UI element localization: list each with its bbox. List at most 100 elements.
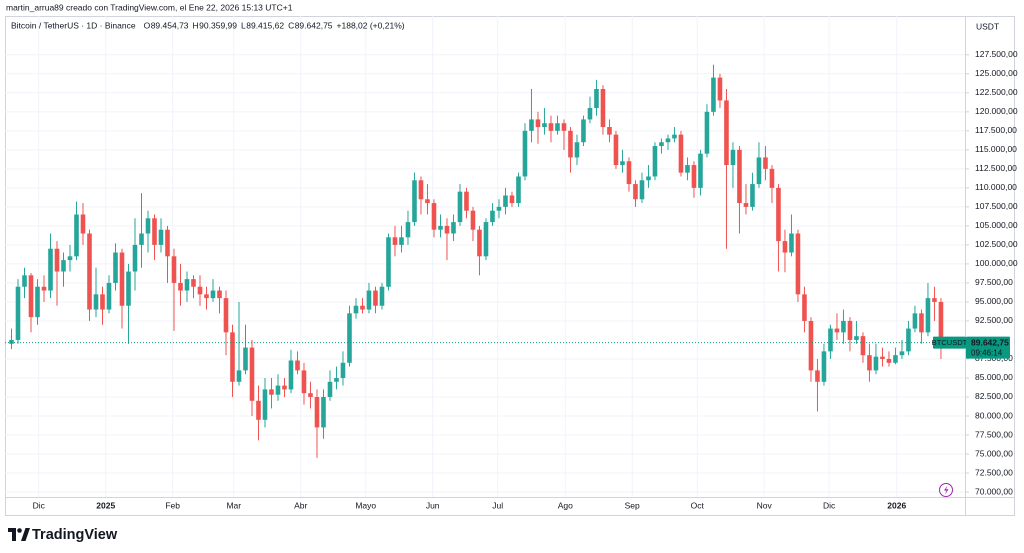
panel-border <box>5 16 1015 516</box>
candle-body <box>418 180 424 200</box>
candle-body <box>93 294 99 310</box>
candle-body <box>600 89 606 128</box>
candle-body <box>425 199 430 204</box>
candle-body <box>100 294 105 310</box>
ohlc-value: 90.359,99 <box>199 20 237 30</box>
y-tick-label: 82.500,00 <box>975 391 1013 401</box>
ohlc-value: 89.415,62 <box>246 20 284 30</box>
legend: Bitcoin / TetherUS · 1D · Binance O 89.454… <box>11 20 405 30</box>
y-tick-label: 100.000,00 <box>975 258 1018 268</box>
candle-body <box>938 301 944 343</box>
y-tick-label: 80.000,00 <box>975 410 1013 420</box>
lightning-button[interactable] <box>939 483 953 497</box>
y-tick-label: 127.500,00 <box>975 49 1018 59</box>
candle-body <box>54 248 60 272</box>
candle-body <box>620 161 625 166</box>
x-tick-label: Oct <box>691 500 705 510</box>
candle-body <box>886 358 892 363</box>
lightning-circle[interactable] <box>939 483 953 497</box>
ohlc-value: 89.454,73 <box>151 20 189 30</box>
candle-body <box>477 229 482 257</box>
y-tick-label: 115.000,00 <box>975 144 1017 154</box>
ohlc-key: H <box>193 20 199 30</box>
change: +188,02 (+0,21%) <box>337 20 405 30</box>
candle-body <box>828 328 833 352</box>
candle-body <box>867 355 872 371</box>
candle-body <box>230 332 235 382</box>
candle-body <box>555 123 560 131</box>
candle-body <box>217 290 222 299</box>
countdown: 09:46:14 <box>971 348 1003 357</box>
candle-body <box>574 142 580 158</box>
candle-body <box>691 165 697 188</box>
candle-body <box>113 252 118 283</box>
candle-body <box>503 195 508 207</box>
candle-body <box>74 214 79 257</box>
candle-body <box>782 241 788 253</box>
candle-body <box>197 286 203 295</box>
candle-body <box>386 237 391 287</box>
candle-body <box>529 119 534 131</box>
candle-body <box>301 370 307 394</box>
candle-body <box>756 157 762 185</box>
candle-body <box>860 336 866 356</box>
ohlc-key: O <box>144 20 151 30</box>
candle-body <box>275 385 281 395</box>
candle-body <box>373 290 378 306</box>
brand-logo[interactable]: TradingView <box>8 527 118 543</box>
x-tick-label: Feb <box>165 500 180 510</box>
x-tick-label: Mayo <box>355 500 376 510</box>
y-tick-label: 77.500,00 <box>975 429 1013 439</box>
logo-slash[interactable] <box>21 528 30 541</box>
candle-body <box>61 260 66 272</box>
ohlc-key: C <box>288 20 294 30</box>
candle-body <box>457 191 463 223</box>
symbol-name: Bitcoin / TetherUS · 1D · Binance <box>11 20 136 30</box>
candle-body <box>509 195 515 204</box>
candle-body <box>22 275 27 287</box>
logo-mark[interactable] <box>8 528 16 541</box>
candle-body <box>444 225 450 234</box>
candle-body <box>119 252 125 306</box>
candle-body <box>191 279 196 287</box>
candle-body <box>126 271 131 306</box>
candle-body <box>269 389 274 395</box>
candle-body <box>704 111 710 154</box>
lightning-icon[interactable] <box>944 485 949 495</box>
candle-body <box>802 294 807 321</box>
candle-body <box>626 161 632 185</box>
candle-body <box>685 165 690 173</box>
candle-body <box>321 396 326 428</box>
candle-body <box>789 233 794 253</box>
candle-body <box>678 134 684 173</box>
candle-body <box>327 381 333 397</box>
brand-name[interactable]: TradingView <box>32 527 118 543</box>
candle-body <box>581 119 586 143</box>
candle-body <box>15 286 21 340</box>
candle-body <box>353 305 359 314</box>
currency-label: USDT <box>976 21 999 31</box>
y-tick-label: 85.000,00 <box>975 372 1013 382</box>
candle-body <box>561 123 567 131</box>
candle-body <box>542 123 547 128</box>
candle-body <box>41 286 47 291</box>
candle-body <box>87 233 92 310</box>
candle-body <box>919 313 924 333</box>
candle-body <box>880 356 885 359</box>
candle-body <box>282 385 287 390</box>
candle-body <box>607 127 612 135</box>
candle-body <box>808 320 814 371</box>
y-tick-label: 112.500,00 <box>975 163 1017 173</box>
candle-body <box>35 286 40 318</box>
candle-body <box>80 214 86 234</box>
logo-dot[interactable] <box>17 528 22 533</box>
y-tick-label: 72.500,00 <box>975 467 1013 477</box>
candle-body <box>399 237 404 245</box>
candle-body <box>743 203 749 207</box>
x-tick-label: Jun <box>426 500 440 510</box>
candle-body <box>67 256 73 261</box>
candle-body <box>847 320 853 340</box>
candle-body <box>906 328 911 352</box>
